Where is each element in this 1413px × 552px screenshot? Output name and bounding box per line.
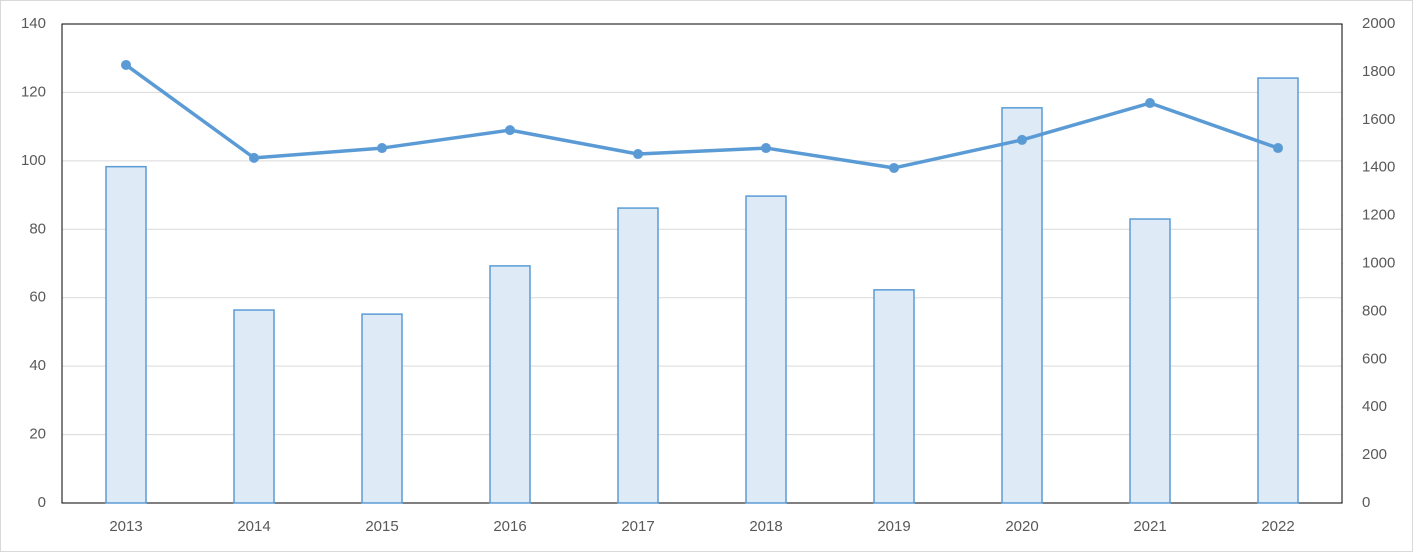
x-tick-label: 2022 <box>1261 518 1294 535</box>
bar <box>1001 107 1043 504</box>
y2-tick-label: 1800 <box>1362 63 1395 80</box>
y-tick-label: 120 <box>21 83 46 100</box>
bar <box>617 207 659 504</box>
plot-frame <box>61 23 1343 504</box>
y-tick-label: 80 <box>29 220 46 237</box>
bar <box>361 313 403 504</box>
y-tick-label: 20 <box>29 426 46 443</box>
line-marker <box>1145 98 1155 109</box>
x-tick-label: 2015 <box>365 518 398 535</box>
bar <box>489 265 531 504</box>
y2-tick-label: 800 <box>1362 302 1387 319</box>
x-tick-label: 2021 <box>1133 518 1166 535</box>
bar <box>745 195 787 504</box>
bar <box>873 289 915 504</box>
y2-tick-label: 2000 <box>1362 15 1395 32</box>
line-marker <box>633 149 643 160</box>
x-tick-label: 2013 <box>109 518 142 535</box>
x-tick-label: 2017 <box>621 518 654 535</box>
x-tick-label: 2016 <box>493 518 526 535</box>
x-tick-label: 2019 <box>877 518 910 535</box>
line-marker <box>121 59 131 70</box>
y-tick-label: 100 <box>21 152 46 169</box>
y2-tick-label: 1600 <box>1362 111 1395 128</box>
line-marker <box>1273 143 1283 154</box>
y-tick-label: 40 <box>29 357 46 374</box>
y2-tick-label: 1200 <box>1362 207 1395 224</box>
y2-tick-label: 600 <box>1362 350 1387 367</box>
line-marker <box>505 125 515 136</box>
line-marker <box>1017 134 1027 145</box>
x-tick-label: 2020 <box>1005 518 1038 535</box>
y2-tick-label: 0 <box>1362 494 1370 511</box>
line-marker <box>377 143 387 154</box>
bar <box>1129 218 1171 504</box>
line <box>124 63 1279 170</box>
y2-tick-label: 400 <box>1362 398 1387 415</box>
bar <box>105 165 147 504</box>
line-marker <box>889 162 899 173</box>
y-tick-label: 0 <box>38 494 46 511</box>
y2-tick-label: 1000 <box>1362 254 1395 271</box>
bar <box>233 309 275 504</box>
line-marker <box>249 152 259 163</box>
line-marker <box>761 143 771 154</box>
y2-tick-label: 200 <box>1362 446 1387 463</box>
y2-tick-label: 1400 <box>1362 159 1395 176</box>
y-tick-label: 140 <box>21 15 46 32</box>
x-tick-label: 2018 <box>749 518 782 535</box>
x-tick-label: 2014 <box>237 518 270 535</box>
y-tick-label: 60 <box>29 289 46 306</box>
